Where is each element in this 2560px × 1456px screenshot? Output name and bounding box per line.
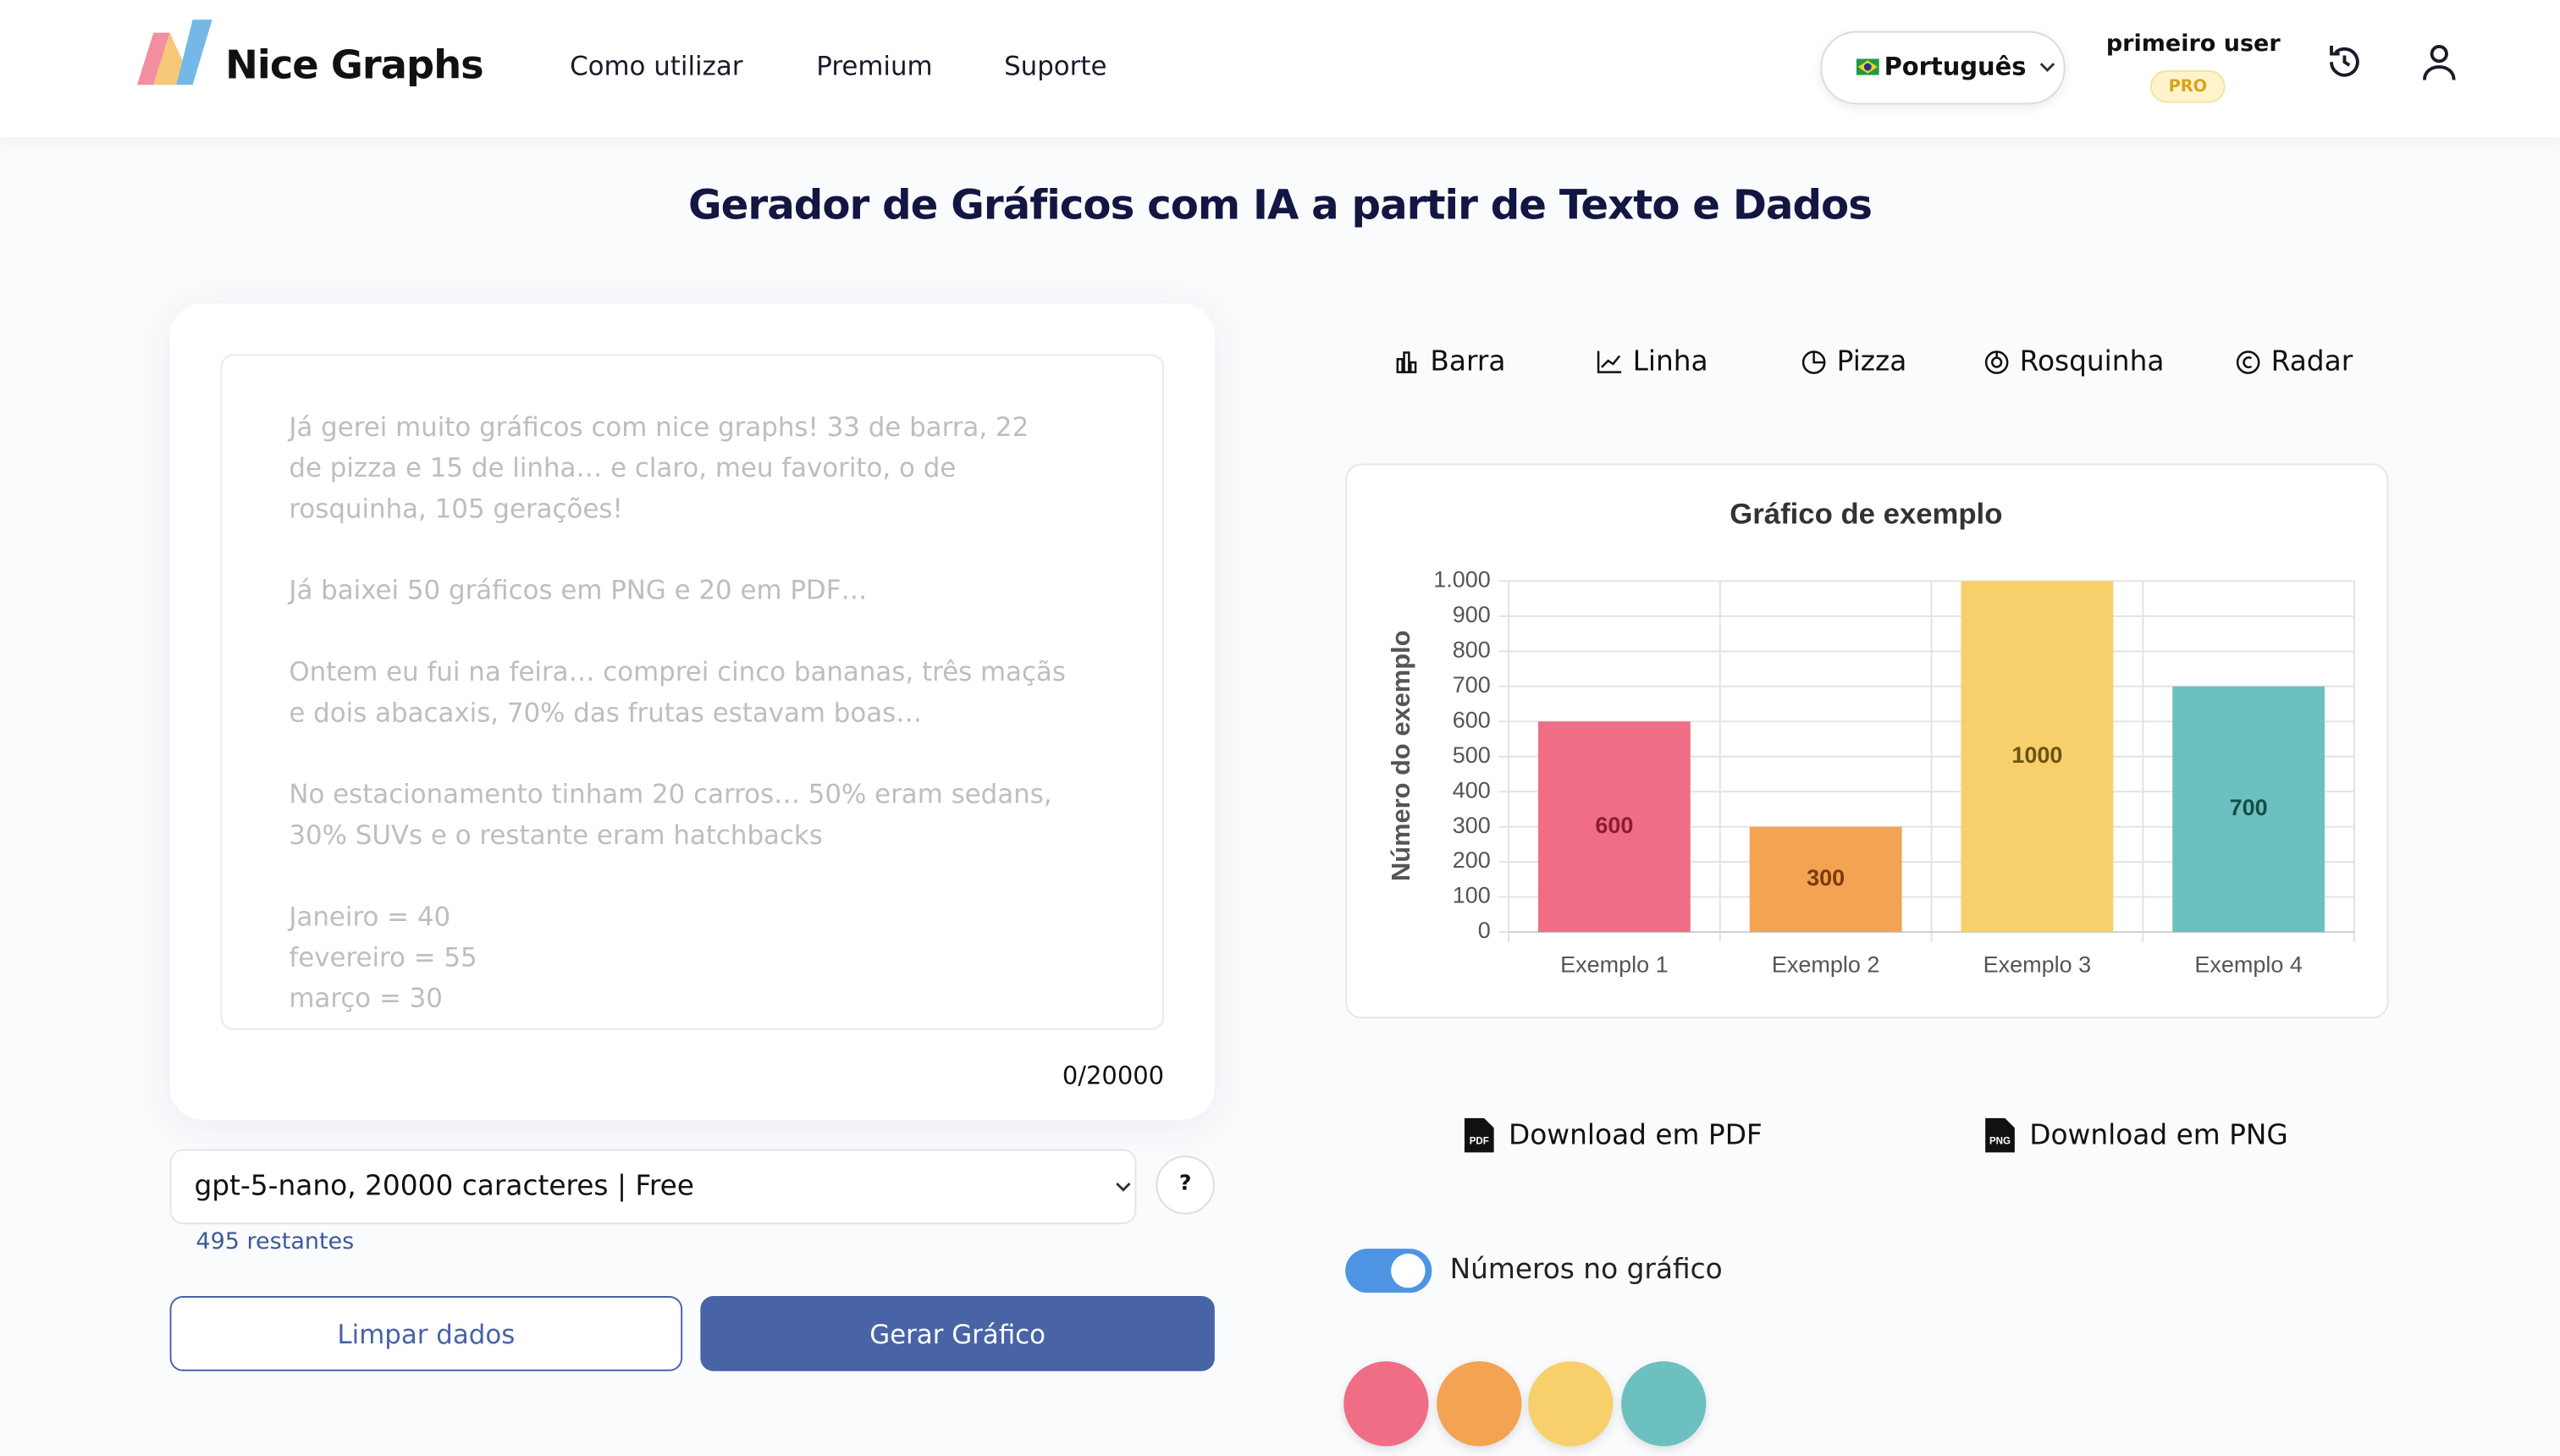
x-tick-label: Exemplo 4	[2194, 952, 2303, 978]
download-png[interactable]: PNG Download em PNG	[1983, 1117, 2288, 1154]
tab-label: Barra	[1430, 345, 1506, 379]
chevron	[2039, 63, 2055, 72]
language-select[interactable]: Português	[1820, 30, 2066, 105]
remaining: 495 restantes	[196, 1228, 355, 1255]
placeholder-line: de pizza e 15 de linha… e claro, meu fav…	[289, 452, 957, 483]
pdf-icon: PDF	[1464, 1117, 1494, 1153]
color-swatch[interactable]	[1528, 1361, 1614, 1447]
placeholder-line: Já gerei muito gráficos com nice graphs!…	[289, 411, 1029, 443]
tab-icon	[1597, 350, 1622, 373]
logo	[136, 19, 212, 85]
placeholder-line: março = 30	[289, 982, 443, 1014]
tab-label: Radar	[2270, 345, 2353, 379]
data-label: 300	[1807, 865, 1845, 891]
placeholder-line: Já baixei 50 gráficos em PNG e 20 em PDF…	[289, 574, 868, 606]
chart: Gráfico de exemplo Número do exemplo 0 10…	[1386, 499, 2355, 978]
tab-icon	[2236, 350, 2260, 374]
nav-link[interactable]: Suporte	[1004, 50, 1107, 82]
language: Português	[1884, 52, 2027, 82]
generate-button[interactable]: Gerar Gráfico	[700, 1296, 1215, 1371]
bar	[1749, 826, 1902, 933]
placeholder-line: Ontem eu fui na feira… comprei cinco ban…	[289, 656, 1066, 687]
y-tick-label: 900	[1453, 602, 1491, 627]
download-label: Download em PDF	[1508, 1118, 1763, 1152]
placeholder-paragraph: Ontem eu fui na feira… comprei cinco ban…	[289, 651, 1162, 732]
model-select[interactable]: gpt-5-nano, 20000 caracteres | Free	[169, 1149, 1137, 1225]
help-button[interactable]: ?	[1156, 1155, 1215, 1215]
tab-label: Linha	[1632, 345, 1708, 379]
y-tick-label: 300	[1453, 813, 1491, 838]
y-tick-label: 0	[1478, 918, 1491, 943]
x-tick-label: Exemplo 1	[1560, 952, 1669, 978]
flag	[1856, 58, 1879, 75]
bar	[1961, 581, 2114, 933]
nav-link[interactable]: Premium	[816, 50, 933, 82]
placeholder-line: 30% SUVs e o restante eram hatchbacks	[289, 819, 823, 851]
y-tick-label: 700	[1453, 672, 1491, 698]
y-tick-label: 600	[1453, 707, 1491, 732]
nav-link[interactable]: Como utilizar	[570, 50, 743, 82]
tab-icon	[1801, 350, 1826, 374]
data-label: 1000	[2011, 742, 2062, 768]
char-counter: 0/20000	[1062, 1061, 1165, 1091]
pro-badge: PRO	[2149, 69, 2226, 103]
color-swatch[interactable]	[1436, 1361, 1521, 1447]
placeholder-line: No estacionamento tinham 20 carros… 50% …	[289, 778, 1052, 810]
user-name: primeiro user	[2105, 30, 2281, 58]
header: Nice Graphs Como utilizar Premium Suport…	[0, 0, 2560, 137]
y-tick-label: 200	[1453, 847, 1491, 873]
placeholder-paragraph: Já gerei muito gráficos com nice graphs!…	[289, 406, 1162, 529]
text-input[interactable]: Já gerei muito gráficos com nice graphs!…	[220, 354, 1165, 1030]
chevron	[1116, 1182, 1131, 1192]
tab-icon	[1984, 350, 2009, 374]
user-icon[interactable]	[2419, 42, 2458, 81]
color-swatch[interactable]	[1620, 1361, 1706, 1447]
toggle-knob	[1391, 1253, 1426, 1288]
toggle-label: Números no gráfico	[1449, 1253, 1723, 1287]
svg-text:PDF: PDF	[1470, 1137, 1489, 1147]
bar	[2172, 686, 2326, 933]
placeholder-paragraph: No estacionamento tinham 20 carros… 50% …	[289, 774, 1162, 855]
svg-text:PNG: PNG	[1989, 1137, 2011, 1147]
download-label: Download em PNG	[2029, 1118, 2288, 1152]
placeholder-line: e dois abacaxis, 70% das frutas estavam …	[289, 697, 923, 728]
brand[interactable]: Nice Graphs	[225, 42, 484, 89]
placeholder-line: fevereiro = 55	[289, 941, 477, 973]
input-card: Já gerei muito gráficos com nice graphs!…	[169, 303, 1215, 1120]
tab-icon	[1396, 351, 1417, 373]
y-tick-label: 800	[1453, 637, 1491, 662]
tab-label: Rosquinha	[2019, 345, 2165, 379]
chart-title: Gráfico de exemplo	[1730, 499, 2002, 531]
chart-tab[interactable]: Rosquinha	[1983, 345, 2165, 379]
y-tick-label: 500	[1453, 742, 1491, 768]
tab-label: Pizza	[1836, 345, 1907, 379]
data-label: 700	[2230, 795, 2268, 820]
y-tick-label: 100	[1453, 883, 1491, 908]
placeholder-line: rosquinha, 105 gerações!	[289, 493, 623, 524]
chart-tab[interactable]: Radar	[2235, 345, 2353, 379]
chart-tab[interactable]: Pizza	[1801, 345, 1907, 379]
page-title: Gerador de Gráficos com IA a partir de T…	[688, 181, 1873, 229]
model: gpt-5-nano, 20000 caracteres | Free	[194, 1170, 695, 1204]
color-swatch[interactable]	[1343, 1361, 1429, 1447]
placeholder-paragraph: Janeiro = 40 fevereiro = 55 março = 30	[289, 896, 1162, 1019]
data-label: 600	[1595, 813, 1633, 838]
history-icon[interactable]	[2325, 42, 2364, 81]
placeholder-line: Janeiro = 40	[289, 901, 451, 933]
placeholder-paragraph: Já baixei 50 gráficos em PNG e 20 em PDF…	[289, 570, 1162, 610]
x-tick-label: Exemplo 3	[1983, 952, 2092, 978]
y-axis-label: Número do exemplo	[1386, 631, 1415, 881]
png-icon: PNG	[1985, 1117, 2015, 1153]
download-pdf[interactable]: PDF Download em PDF	[1463, 1117, 1763, 1154]
x-tick-label: Exemplo 2	[1772, 952, 1880, 978]
bar	[1537, 721, 1691, 933]
chart-tab[interactable]: Linha	[1597, 345, 1708, 379]
toggle[interactable]	[1345, 1249, 1432, 1293]
y-tick-label: 400	[1453, 777, 1491, 802]
clear-button[interactable]: Limpar dados	[169, 1296, 683, 1371]
y-tick-label: 1.000	[1433, 567, 1491, 593]
chart-tab[interactable]: Barra	[1394, 345, 1506, 379]
